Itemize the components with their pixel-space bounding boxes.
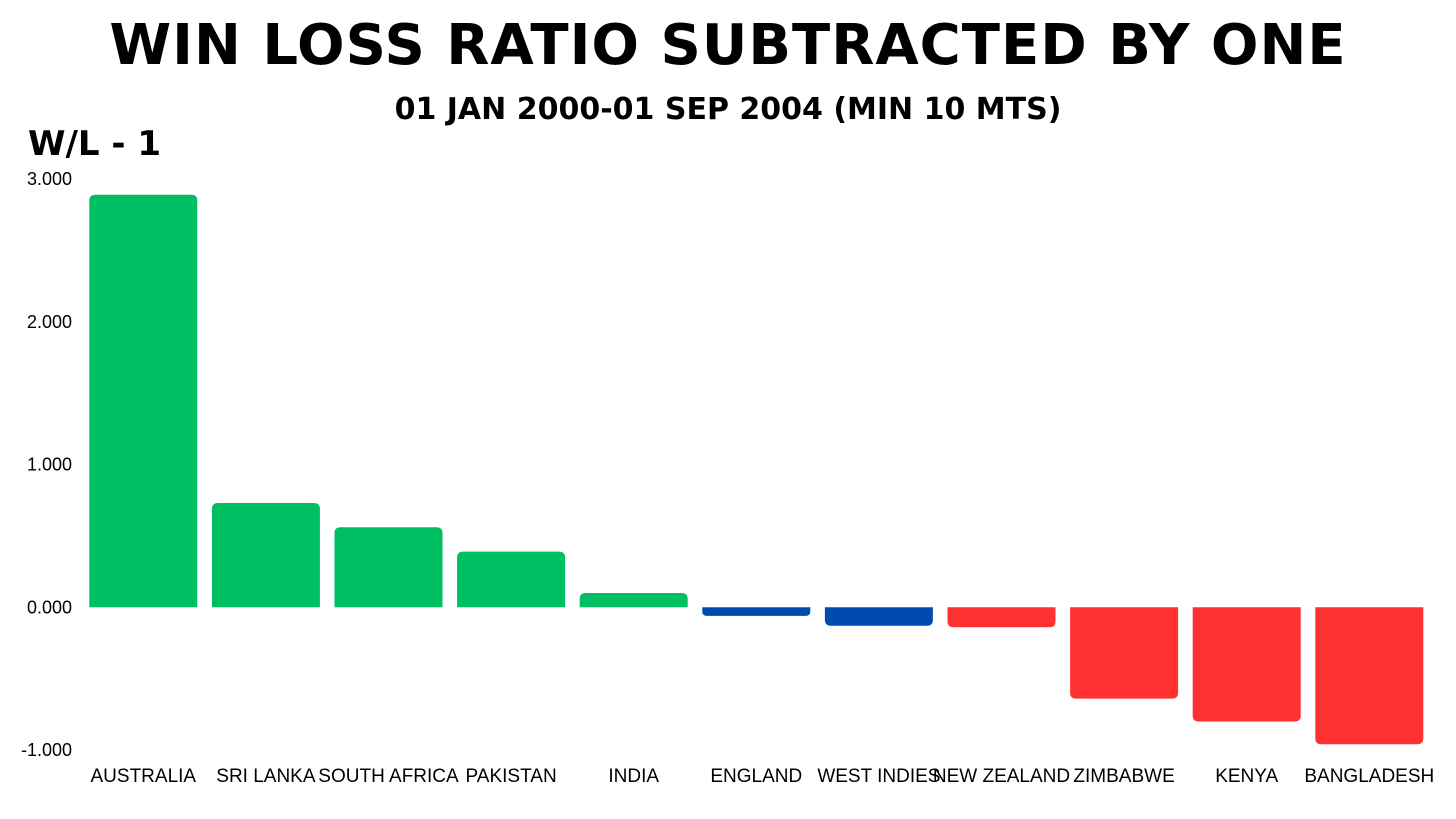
bar-zimbabwe (1070, 607, 1179, 699)
y-tick-label: 0.000 (27, 597, 72, 617)
bar-bangladesh (1315, 607, 1424, 745)
bar-india (579, 592, 688, 608)
x-category-label: KENYA (1215, 766, 1278, 787)
y-tick-label: -1.000 (21, 740, 72, 760)
x-category-label: BANGLADESH (1304, 766, 1434, 787)
bar-kenya (1192, 607, 1301, 722)
x-category-label: ENGLAND (710, 766, 802, 787)
x-category-label: AUSTRALIA (91, 766, 197, 787)
x-category-label: SRI LANKA (216, 766, 316, 787)
x-category-label: NEW ZEALAND (933, 766, 1070, 787)
y-axis-label: W/L - 1 (28, 124, 162, 164)
x-category-label: INDIA (608, 766, 659, 787)
y-tick-label: 3.000 (27, 169, 72, 189)
bar-sri-lanka (211, 503, 320, 608)
y-tick-label: 2.000 (27, 312, 72, 332)
chart-title: WIN LOSS RATIO SUBTRACTED BY ONE (109, 13, 1347, 78)
bar-england (702, 607, 811, 616)
bar-west-indies (824, 607, 933, 626)
bar-south-africa (334, 527, 443, 608)
y-tick-label: 1.000 (27, 455, 72, 475)
x-category-label: PAKISTAN (466, 766, 557, 787)
bar-pakistan (457, 551, 566, 608)
bar-australia (89, 194, 198, 608)
x-category-label: SOUTH AFRICA (318, 766, 459, 787)
x-category-label: ZIMBABWE (1073, 766, 1174, 787)
x-category-label: WEST INDIES (817, 766, 940, 787)
bar-new-zealand (947, 607, 1056, 628)
chart-subtitle: 01 JAN 2000-01 SEP 2004 (MIN 10 MTS) (394, 92, 1062, 127)
